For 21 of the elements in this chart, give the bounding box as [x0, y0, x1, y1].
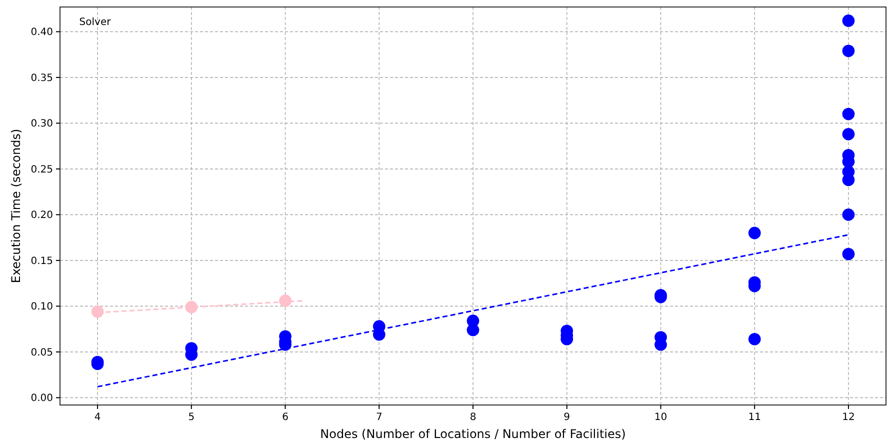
annotation: Solver [79, 17, 112, 28]
y-tick-label: 0.35 [30, 72, 53, 84]
x-tick-label: 11 [748, 412, 761, 423]
y-tick-label: 0.15 [30, 256, 53, 267]
y-tick-label: 0.05 [30, 347, 53, 358]
y-axis-title: Execution Time (seconds) [9, 128, 23, 284]
y-tick-label: 0.20 [30, 210, 53, 222]
x-tick-label: 9 [564, 412, 570, 423]
x-tick-label: 10 [654, 412, 668, 423]
x-tick-label: 12 [842, 412, 855, 423]
x-axis-title: Nodes (Number of Locations / Number of Facilities) [320, 427, 626, 441]
y-tick-label: 0.30 [30, 118, 53, 130]
y-tick-label: 0.00 [30, 393, 53, 404]
y-tick-label: 0.25 [30, 164, 53, 176]
x-tick-label: 7 [376, 412, 382, 423]
x-tick-label: 4 [94, 412, 101, 423]
y-tick-label: 0.10 [30, 302, 53, 313]
y-tick-label: 0.40 [30, 27, 53, 38]
x-tick-label: 5 [188, 412, 195, 423]
x-tick-label: 6 [282, 412, 288, 423]
x-tick-label: 8 [470, 412, 476, 423]
